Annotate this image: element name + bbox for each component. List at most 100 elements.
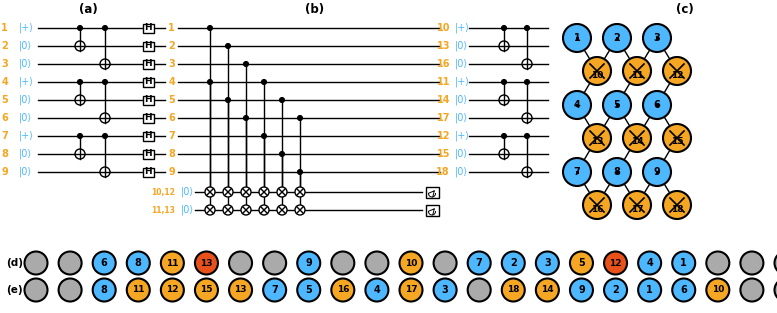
Circle shape	[501, 134, 507, 138]
Circle shape	[399, 279, 423, 301]
Circle shape	[623, 57, 651, 85]
Circle shape	[161, 279, 184, 301]
Text: H: H	[145, 23, 152, 33]
Circle shape	[672, 279, 695, 301]
Text: 3: 3	[169, 59, 175, 69]
Circle shape	[638, 279, 661, 301]
Bar	[656, 104, 658, 106]
Bar	[615, 171, 618, 173]
Text: |0⟩: |0⟩	[19, 113, 32, 123]
Circle shape	[103, 134, 107, 138]
Circle shape	[243, 115, 249, 121]
Bar	[576, 104, 579, 106]
Text: 12: 12	[671, 70, 683, 80]
Circle shape	[663, 191, 691, 219]
Text: |0⟩: |0⟩	[19, 41, 32, 51]
Bar	[142, 150, 154, 158]
Circle shape	[499, 95, 509, 105]
Text: H: H	[145, 59, 152, 69]
Text: 12: 12	[437, 131, 450, 141]
Text: 9: 9	[578, 285, 585, 295]
Circle shape	[502, 279, 524, 301]
Text: 14: 14	[631, 137, 643, 146]
Text: 11,13: 11,13	[151, 206, 175, 214]
Text: H: H	[145, 42, 152, 50]
Circle shape	[643, 24, 671, 52]
Text: 5: 5	[305, 285, 312, 295]
Bar	[615, 104, 618, 106]
Circle shape	[603, 24, 631, 52]
Text: 3: 3	[544, 258, 551, 268]
Circle shape	[298, 115, 302, 121]
Circle shape	[468, 252, 491, 275]
Text: (d): (d)	[6, 258, 23, 268]
Circle shape	[522, 59, 532, 69]
Text: (a): (a)	[78, 3, 97, 17]
Circle shape	[241, 187, 251, 197]
Text: 12: 12	[609, 259, 622, 268]
Bar	[656, 104, 658, 106]
Text: 1: 1	[646, 285, 653, 295]
Text: |0⟩: |0⟩	[455, 95, 468, 105]
Text: 9: 9	[305, 258, 312, 268]
Text: 2: 2	[2, 41, 8, 51]
Circle shape	[263, 279, 286, 301]
Circle shape	[75, 41, 85, 51]
Bar	[656, 104, 658, 106]
Text: 11: 11	[437, 77, 450, 87]
Circle shape	[243, 61, 249, 66]
Text: |0⟩: |0⟩	[455, 113, 468, 123]
Text: 8: 8	[1, 149, 8, 159]
Circle shape	[623, 191, 651, 219]
Circle shape	[225, 98, 231, 102]
Circle shape	[277, 205, 287, 215]
Circle shape	[604, 279, 627, 301]
Text: H: H	[145, 131, 152, 141]
Circle shape	[604, 252, 627, 275]
Circle shape	[499, 149, 509, 159]
Text: H: H	[145, 95, 152, 105]
Circle shape	[524, 80, 529, 85]
Text: 8: 8	[614, 167, 621, 177]
Bar	[656, 37, 658, 39]
Text: 4: 4	[374, 285, 380, 295]
Text: 5: 5	[578, 258, 585, 268]
Text: 4: 4	[646, 258, 653, 268]
Circle shape	[570, 279, 593, 301]
Circle shape	[501, 80, 507, 85]
Text: 18: 18	[671, 204, 683, 213]
Text: H: H	[145, 167, 152, 177]
Text: |0⟩: |0⟩	[19, 95, 32, 105]
Text: 6: 6	[101, 258, 107, 268]
Text: 10: 10	[405, 259, 417, 268]
Text: 17: 17	[437, 113, 450, 123]
Bar	[615, 171, 618, 173]
Circle shape	[775, 279, 777, 301]
Text: (c): (c)	[676, 3, 694, 17]
Circle shape	[775, 252, 777, 275]
Circle shape	[740, 252, 764, 275]
Circle shape	[536, 252, 559, 275]
Text: |0⟩: |0⟩	[455, 167, 468, 177]
Bar	[142, 59, 154, 69]
Circle shape	[331, 252, 354, 275]
Text: 12: 12	[166, 285, 179, 295]
Circle shape	[536, 279, 559, 301]
Text: 2: 2	[612, 285, 619, 295]
Circle shape	[583, 124, 611, 152]
Text: 11: 11	[166, 259, 179, 268]
Circle shape	[78, 134, 82, 138]
Circle shape	[25, 279, 47, 301]
Text: 10: 10	[437, 23, 450, 33]
Bar	[142, 95, 154, 105]
Circle shape	[365, 252, 388, 275]
Text: |+⟩: |+⟩	[19, 131, 34, 141]
Bar	[142, 23, 154, 33]
Circle shape	[643, 91, 671, 119]
Circle shape	[100, 59, 110, 69]
Bar	[576, 171, 579, 173]
Circle shape	[603, 91, 631, 119]
Bar	[142, 167, 154, 177]
Text: 17: 17	[405, 285, 417, 295]
Bar	[576, 37, 579, 39]
